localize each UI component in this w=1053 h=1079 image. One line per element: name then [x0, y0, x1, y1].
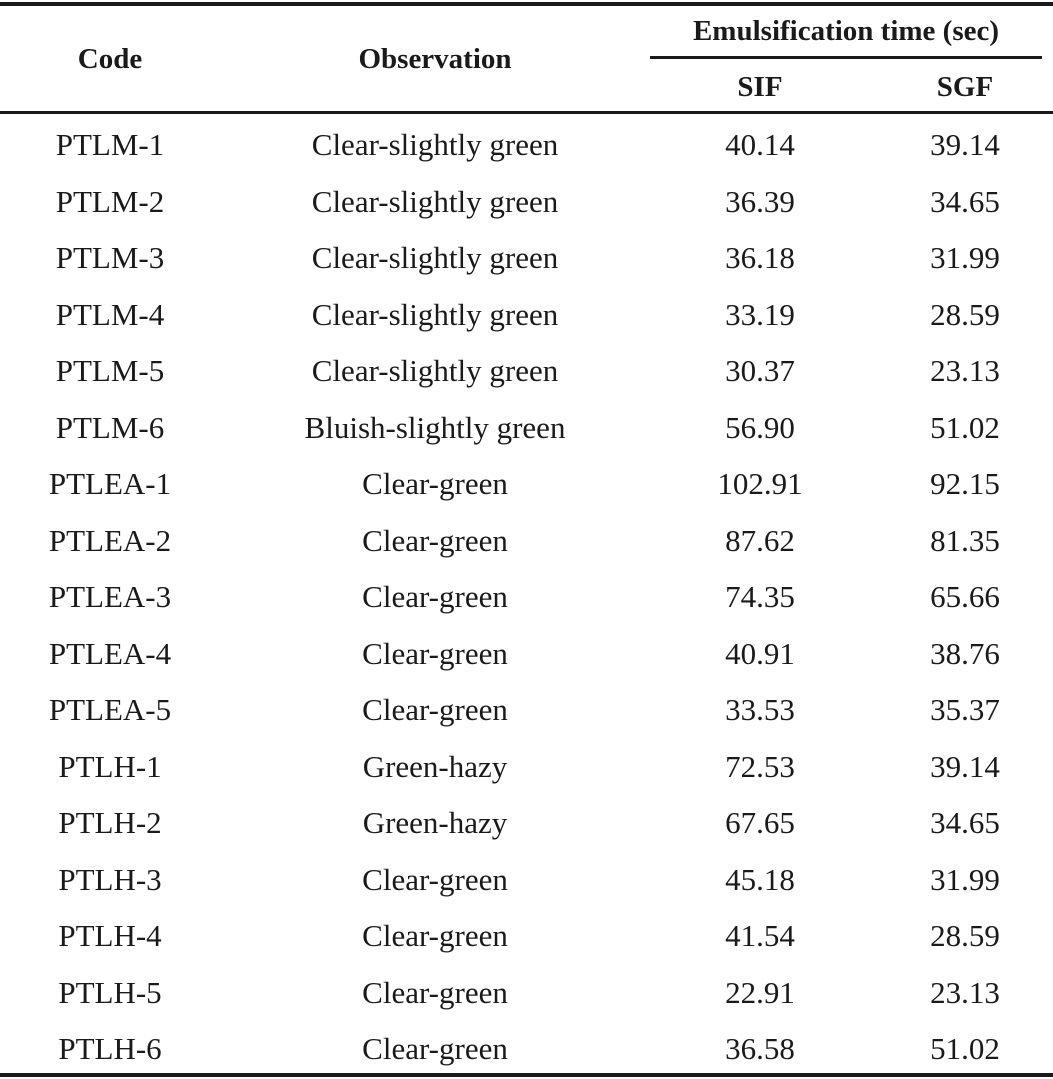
table-row: PTLM-4 Clear-slightly green 33.19 28.59 [0, 288, 1053, 345]
header-sgf: SGF [936, 71, 994, 103]
table-body: PTLM-1 Clear-slightly green 40.14 39.14 PTLM… [0, 118, 1053, 1079]
cell-sgf: 38.76 [930, 635, 1000, 671]
cell-code: PTLEA-4 [48, 635, 172, 671]
cell-observation: Clear-green [362, 692, 508, 727]
cell-observation: Clear-slightly green [311, 127, 559, 162]
cell-observation: Clear-green [362, 918, 508, 953]
cell-sif: 40.14 [725, 127, 795, 162]
cell-observation: Clear-green [362, 579, 508, 614]
cell-sif: 56.90 [725, 409, 795, 445]
cell-sif: 33.53 [725, 692, 795, 727]
header-sif: SIF [737, 71, 783, 103]
cell-sif: 40.91 [725, 635, 795, 671]
cell-sgf: 23.13 [930, 353, 1000, 388]
cell-code: PTLH-6 [58, 1031, 162, 1066]
cell-code: PTLH-3 [58, 861, 162, 897]
cell-sif: 30.37 [725, 353, 795, 388]
header-code: Code [77, 43, 143, 75]
cell-sgf: 39.14 [930, 748, 1000, 784]
table-row: PTLM-3 Clear-slightly green 36.18 31.99 [0, 231, 1053, 288]
table-header-rule [0, 111, 1053, 114]
cell-sif: 74.35 [725, 579, 795, 614]
cell-code: PTLEA-1 [48, 466, 172, 501]
cell-observation: Clear-slightly green [311, 353, 559, 388]
cell-code: PTLH-4 [58, 918, 162, 953]
cell-code: PTLEA-5 [48, 692, 172, 727]
table-row: PTLEA-5 Clear-green 33.53 35.37 [0, 683, 1053, 740]
table-row: PTLH-3 Clear-green 45.18 31.99 [0, 853, 1053, 910]
table-row: PTLH-4 Clear-green 41.54 28.59 [0, 909, 1053, 966]
cell-code: PTLH-1 [58, 748, 162, 784]
cell-code: PTLM-1 [55, 127, 165, 162]
cell-code: PTLM-2 [55, 183, 165, 219]
cell-sif: 102.91 [717, 466, 803, 501]
cell-sif: 45.18 [725, 861, 795, 897]
cell-observation: Clear-green [362, 522, 508, 558]
cell-code: PTLM-6 [55, 409, 165, 445]
cell-code: PTLM-4 [55, 296, 165, 332]
cell-observation: Clear-green [362, 861, 508, 897]
table-row: PTLEA-3 Clear-green 74.35 65.66 [0, 570, 1053, 627]
cell-code: PTLM-3 [55, 240, 165, 275]
cell-code: PTLEA-2 [48, 522, 172, 558]
table-bottom-rule [0, 1073, 1053, 1077]
table-row: PTLH-1 Green-hazy 72.53 39.14 [0, 740, 1053, 797]
cell-sgf: 31.99 [930, 861, 1000, 897]
cell-sif: 33.19 [725, 296, 795, 332]
header-observation: Observation [358, 43, 512, 75]
cell-sgf: 65.66 [930, 579, 1000, 614]
cell-sif: 67.65 [725, 805, 795, 840]
cell-sgf: 81.35 [930, 522, 1000, 558]
cell-observation: Clear-green [362, 1031, 508, 1066]
cell-sgf: 92.15 [930, 466, 1000, 501]
header-emulsification-time: Emulsification time (sec) [692, 15, 1000, 47]
cell-observation: Clear-slightly green [311, 240, 559, 275]
table-row: PTLH-6 Clear-green 36.58 51.02 [0, 1022, 1053, 1079]
cell-sgf: 28.59 [930, 918, 1000, 953]
cell-sgf: 31.99 [930, 240, 1000, 275]
cell-sif: 36.39 [725, 183, 795, 219]
cell-sgf: 23.13 [930, 974, 1000, 1010]
table-row: PTLH-2 Green-hazy 67.65 34.65 [0, 796, 1053, 853]
table-row: PTLEA-2 Clear-green 87.62 81.35 [0, 514, 1053, 571]
cell-observation: Bluish-slightly green [304, 409, 566, 445]
table-row: PTLH-5 Clear-green 22.91 23.13 [0, 966, 1053, 1023]
cell-observation: Clear-green [362, 974, 508, 1010]
cell-sgf: 34.65 [930, 183, 1000, 219]
cell-sgf: 39.14 [930, 127, 1000, 162]
cell-code: PTLEA-3 [48, 579, 172, 614]
table-row: PTLM-1 Clear-slightly green 40.14 39.14 [0, 118, 1053, 175]
cell-sgf: 34.65 [930, 805, 1000, 840]
table-row: PTLM-2 Clear-slightly green 36.39 34.65 [0, 175, 1053, 232]
table-row: PTLEA-4 Clear-green 40.91 38.76 [0, 627, 1053, 684]
cell-sgf: 28.59 [930, 296, 1000, 332]
cell-observation: Clear-green [362, 635, 508, 671]
table-row: PTLM-6 Bluish-slightly green 56.90 51.02 [0, 401, 1053, 458]
cell-code: PTLH-5 [58, 974, 162, 1010]
cell-sif: 41.54 [725, 918, 795, 953]
cell-code: PTLM-5 [55, 353, 165, 388]
cell-sif: 36.18 [725, 240, 795, 275]
cell-observation: Clear-slightly green [311, 296, 559, 332]
cell-observation: Green-hazy [362, 805, 508, 840]
cell-observation: Clear-green [362, 466, 508, 501]
cell-sgf: 51.02 [930, 409, 1000, 445]
table-row: PTLM-5 Clear-slightly green 30.37 23.13 [0, 344, 1053, 401]
cell-sif: 36.58 [725, 1031, 795, 1066]
cell-sgf: 35.37 [930, 692, 1000, 727]
table-row: PTLEA-1 Clear-green 102.91 92.15 [0, 457, 1053, 514]
header-group-rule [650, 56, 1042, 59]
cell-observation: Green-hazy [362, 748, 508, 784]
table-top-rule [0, 2, 1053, 6]
cell-sif: 72.53 [725, 748, 795, 784]
cell-sgf: 51.02 [930, 1031, 1000, 1066]
cell-sif: 22.91 [725, 974, 795, 1010]
cell-code: PTLH-2 [58, 805, 162, 840]
cell-sif: 87.62 [725, 522, 795, 558]
cell-observation: Clear-slightly green [311, 183, 559, 219]
